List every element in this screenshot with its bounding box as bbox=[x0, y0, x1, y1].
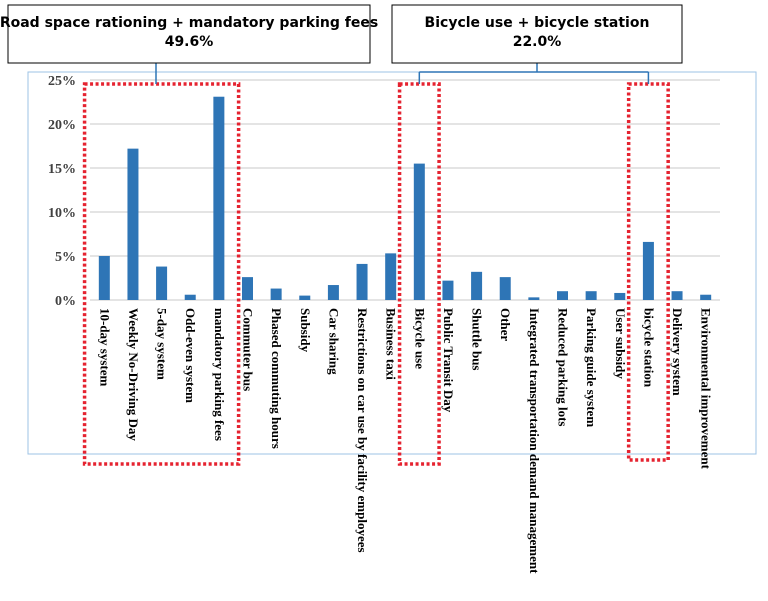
callout-box bbox=[7, 4, 371, 64]
bar bbox=[184, 294, 196, 300]
y-axis: 0% 5% 10% 15% 20% 25% bbox=[48, 74, 76, 309]
callout-value: 22.0% bbox=[513, 34, 562, 50]
x-tick-label: 10-day system bbox=[97, 308, 112, 387]
bar bbox=[700, 294, 712, 300]
bar bbox=[270, 288, 282, 300]
highlight-box bbox=[626, 82, 670, 462]
bar bbox=[413, 163, 425, 300]
bar bbox=[213, 96, 225, 300]
bar bbox=[642, 241, 654, 300]
callout-box bbox=[391, 4, 683, 64]
bars bbox=[98, 96, 712, 300]
callout-bicycle: Bicycle use + bicycle station 22.0% bbox=[391, 4, 683, 64]
x-tick-label: Phased commuting hours bbox=[269, 308, 284, 449]
y-tick-label: 5% bbox=[55, 250, 76, 265]
callout-connectors bbox=[155, 63, 650, 84]
highlight-box bbox=[82, 82, 241, 466]
plot-frame bbox=[27, 71, 757, 455]
bar bbox=[528, 297, 540, 300]
bar bbox=[327, 285, 339, 300]
x-tick-label: Weekly No-Driving Day bbox=[126, 308, 141, 441]
callout-title: Bicycle use + bicycle station bbox=[425, 15, 650, 31]
x-tick-label: mandatory parking fees bbox=[212, 308, 227, 441]
x-tick-label: bicycle station bbox=[641, 308, 656, 388]
bar bbox=[671, 291, 683, 300]
y-tick-label: 25% bbox=[48, 74, 76, 89]
x-tick-label: Business taxi bbox=[384, 308, 399, 380]
bar bbox=[471, 271, 483, 300]
gridlines bbox=[90, 79, 720, 301]
x-tick-label: Restrictions on car use by facility empl… bbox=[355, 308, 370, 553]
x-tick-label: Subsidy bbox=[298, 308, 313, 353]
callout-road-rationing: Road space rationing + mandatory parking… bbox=[0, 4, 378, 64]
y-tick-label: 20% bbox=[48, 118, 76, 133]
bar bbox=[127, 148, 139, 300]
x-tick-label: Car sharing bbox=[326, 308, 341, 375]
x-tick-label: Commuter bus bbox=[241, 308, 256, 391]
x-axis: 10-day system Weekly No-Driving Day 5-day … bbox=[97, 308, 713, 574]
bar bbox=[385, 253, 397, 300]
x-tick-label: Odd-even system bbox=[183, 308, 198, 403]
bar bbox=[557, 291, 568, 300]
x-tick-label: Bicycle use bbox=[412, 308, 427, 369]
bar bbox=[442, 280, 454, 300]
highlight-boxes bbox=[82, 82, 670, 466]
bar bbox=[614, 292, 626, 300]
y-tick-label: 10% bbox=[48, 206, 76, 221]
y-tick-label: 15% bbox=[48, 162, 76, 177]
x-tick-label: Reduced parking lots bbox=[556, 308, 571, 426]
bar bbox=[242, 277, 253, 300]
x-tick-label: User subsidy bbox=[613, 308, 628, 379]
x-tick-label: Environmental improvement bbox=[699, 308, 714, 470]
bar bbox=[499, 277, 511, 300]
y-tick-label: 0% bbox=[55, 294, 76, 309]
x-tick-label: Public Transit Day bbox=[441, 308, 456, 413]
bar bbox=[356, 263, 368, 300]
x-tick-label: Shuttle bus bbox=[470, 308, 485, 371]
callout-value: 49.6% bbox=[165, 34, 214, 50]
highlight-box bbox=[397, 82, 441, 466]
bar bbox=[299, 295, 311, 300]
x-tick-label: Parking guide system bbox=[584, 308, 599, 427]
bar bbox=[98, 256, 110, 300]
callout-title: Road space rationing + mandatory parking… bbox=[0, 15, 378, 31]
x-tick-label: Other bbox=[498, 308, 513, 341]
x-tick-label: Delivery system bbox=[670, 308, 685, 396]
bar bbox=[585, 291, 597, 300]
bar bbox=[156, 266, 168, 300]
x-tick-label: 5-day system bbox=[155, 308, 170, 380]
x-tick-label: Integrated transportation demand managem… bbox=[527, 308, 542, 574]
